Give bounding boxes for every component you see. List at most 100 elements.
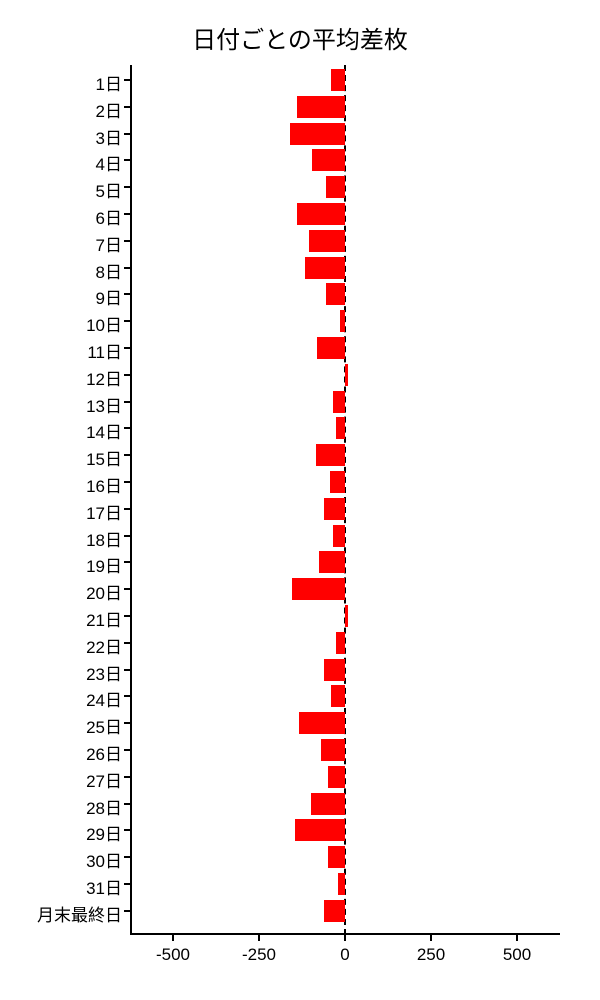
y-tick — [124, 454, 130, 456]
bar — [330, 471, 345, 493]
y-tick — [124, 615, 130, 617]
chart-title: 日付ごとの平均差枚 — [0, 20, 600, 55]
y-axis-label: 31日 — [86, 874, 122, 899]
bar — [297, 203, 345, 225]
bar — [333, 391, 345, 413]
x-axis-label: -500 — [156, 945, 190, 965]
bar — [295, 819, 345, 841]
y-axis-label: 14日 — [86, 418, 122, 443]
bar — [305, 257, 345, 279]
bar — [297, 96, 345, 118]
bar — [324, 659, 345, 681]
y-tick — [124, 722, 130, 724]
y-axis-label: 16日 — [86, 472, 122, 497]
y-axis-label: 10日 — [86, 311, 122, 336]
y-tick — [124, 159, 130, 161]
y-axis-label: 22日 — [86, 633, 122, 658]
y-axis-label: 13日 — [86, 392, 122, 417]
y-tick — [124, 79, 130, 81]
x-tick — [430, 935, 432, 941]
bar — [290, 123, 345, 145]
y-axis-label: 19日 — [86, 552, 122, 577]
bar — [321, 739, 345, 761]
bar — [299, 712, 345, 734]
y-tick — [124, 320, 130, 322]
y-axis-label: 25日 — [86, 713, 122, 738]
plot-area — [130, 65, 560, 935]
y-tick — [124, 535, 130, 537]
bar — [328, 846, 345, 868]
bar — [311, 793, 345, 815]
y-tick — [124, 106, 130, 108]
x-tick — [344, 935, 346, 941]
y-axis-label: 8日 — [96, 258, 122, 283]
y-tick — [124, 347, 130, 349]
x-axis-label: 500 — [503, 945, 531, 965]
y-tick — [124, 776, 130, 778]
bar — [331, 685, 345, 707]
y-tick — [124, 481, 130, 483]
y-tick — [124, 427, 130, 429]
y-axis-label: 29日 — [86, 820, 122, 845]
x-tick — [258, 935, 260, 941]
bar — [324, 498, 345, 520]
x-tick — [172, 935, 174, 941]
x-axis-label: -250 — [242, 945, 276, 965]
y-axis-label: 15日 — [86, 445, 122, 470]
y-tick — [124, 642, 130, 644]
bar — [326, 176, 345, 198]
bar — [345, 364, 348, 386]
y-axis-label: 4日 — [96, 150, 122, 175]
y-tick — [124, 374, 130, 376]
y-tick — [124, 910, 130, 912]
y-tick — [124, 749, 130, 751]
x-tick — [516, 935, 518, 941]
bar — [336, 417, 345, 439]
y-axis-label: 7日 — [96, 231, 122, 256]
y-axis-label: 24日 — [86, 686, 122, 711]
y-tick — [124, 803, 130, 805]
y-axis-label: 5日 — [96, 177, 122, 202]
x-axis-label: 250 — [417, 945, 445, 965]
y-tick — [124, 293, 130, 295]
y-axis-label: 28日 — [86, 794, 122, 819]
y-axis-label: 30日 — [86, 847, 122, 872]
y-tick — [124, 856, 130, 858]
bar — [336, 632, 345, 654]
y-axis-label: 6日 — [96, 204, 122, 229]
y-axis-label: 1日 — [96, 70, 122, 95]
y-tick — [124, 669, 130, 671]
y-tick — [124, 133, 130, 135]
bar — [331, 69, 345, 91]
bar — [317, 337, 345, 359]
y-tick — [124, 401, 130, 403]
y-axis-label: 2日 — [96, 97, 122, 122]
bar — [326, 283, 345, 305]
bar — [312, 149, 345, 171]
bar — [324, 900, 345, 922]
bar — [309, 230, 345, 252]
y-tick — [124, 695, 130, 697]
y-tick — [124, 213, 130, 215]
chart-container: 日付ごとの平均差枚 1日2日3日4日5日6日7日8日9日10日11日12日13日… — [0, 0, 600, 1000]
y-tick — [124, 240, 130, 242]
y-axis-label: 18日 — [86, 526, 122, 551]
y-axis — [130, 65, 132, 935]
bar — [316, 444, 345, 466]
y-axis-label: 月末最終日 — [37, 901, 122, 926]
bar — [345, 605, 348, 627]
x-axis-label: 0 — [340, 945, 349, 965]
y-tick — [124, 186, 130, 188]
y-tick — [124, 588, 130, 590]
y-axis-label: 17日 — [86, 499, 122, 524]
y-tick — [124, 267, 130, 269]
y-axis-label: 27日 — [86, 767, 122, 792]
y-axis-label: 11日 — [87, 338, 122, 363]
y-axis-label: 12日 — [86, 365, 122, 390]
y-tick — [124, 561, 130, 563]
y-axis-label: 3日 — [96, 124, 122, 149]
y-tick — [124, 508, 130, 510]
bar — [333, 525, 345, 547]
y-axis-label: 21日 — [86, 606, 122, 631]
bar — [340, 310, 345, 332]
